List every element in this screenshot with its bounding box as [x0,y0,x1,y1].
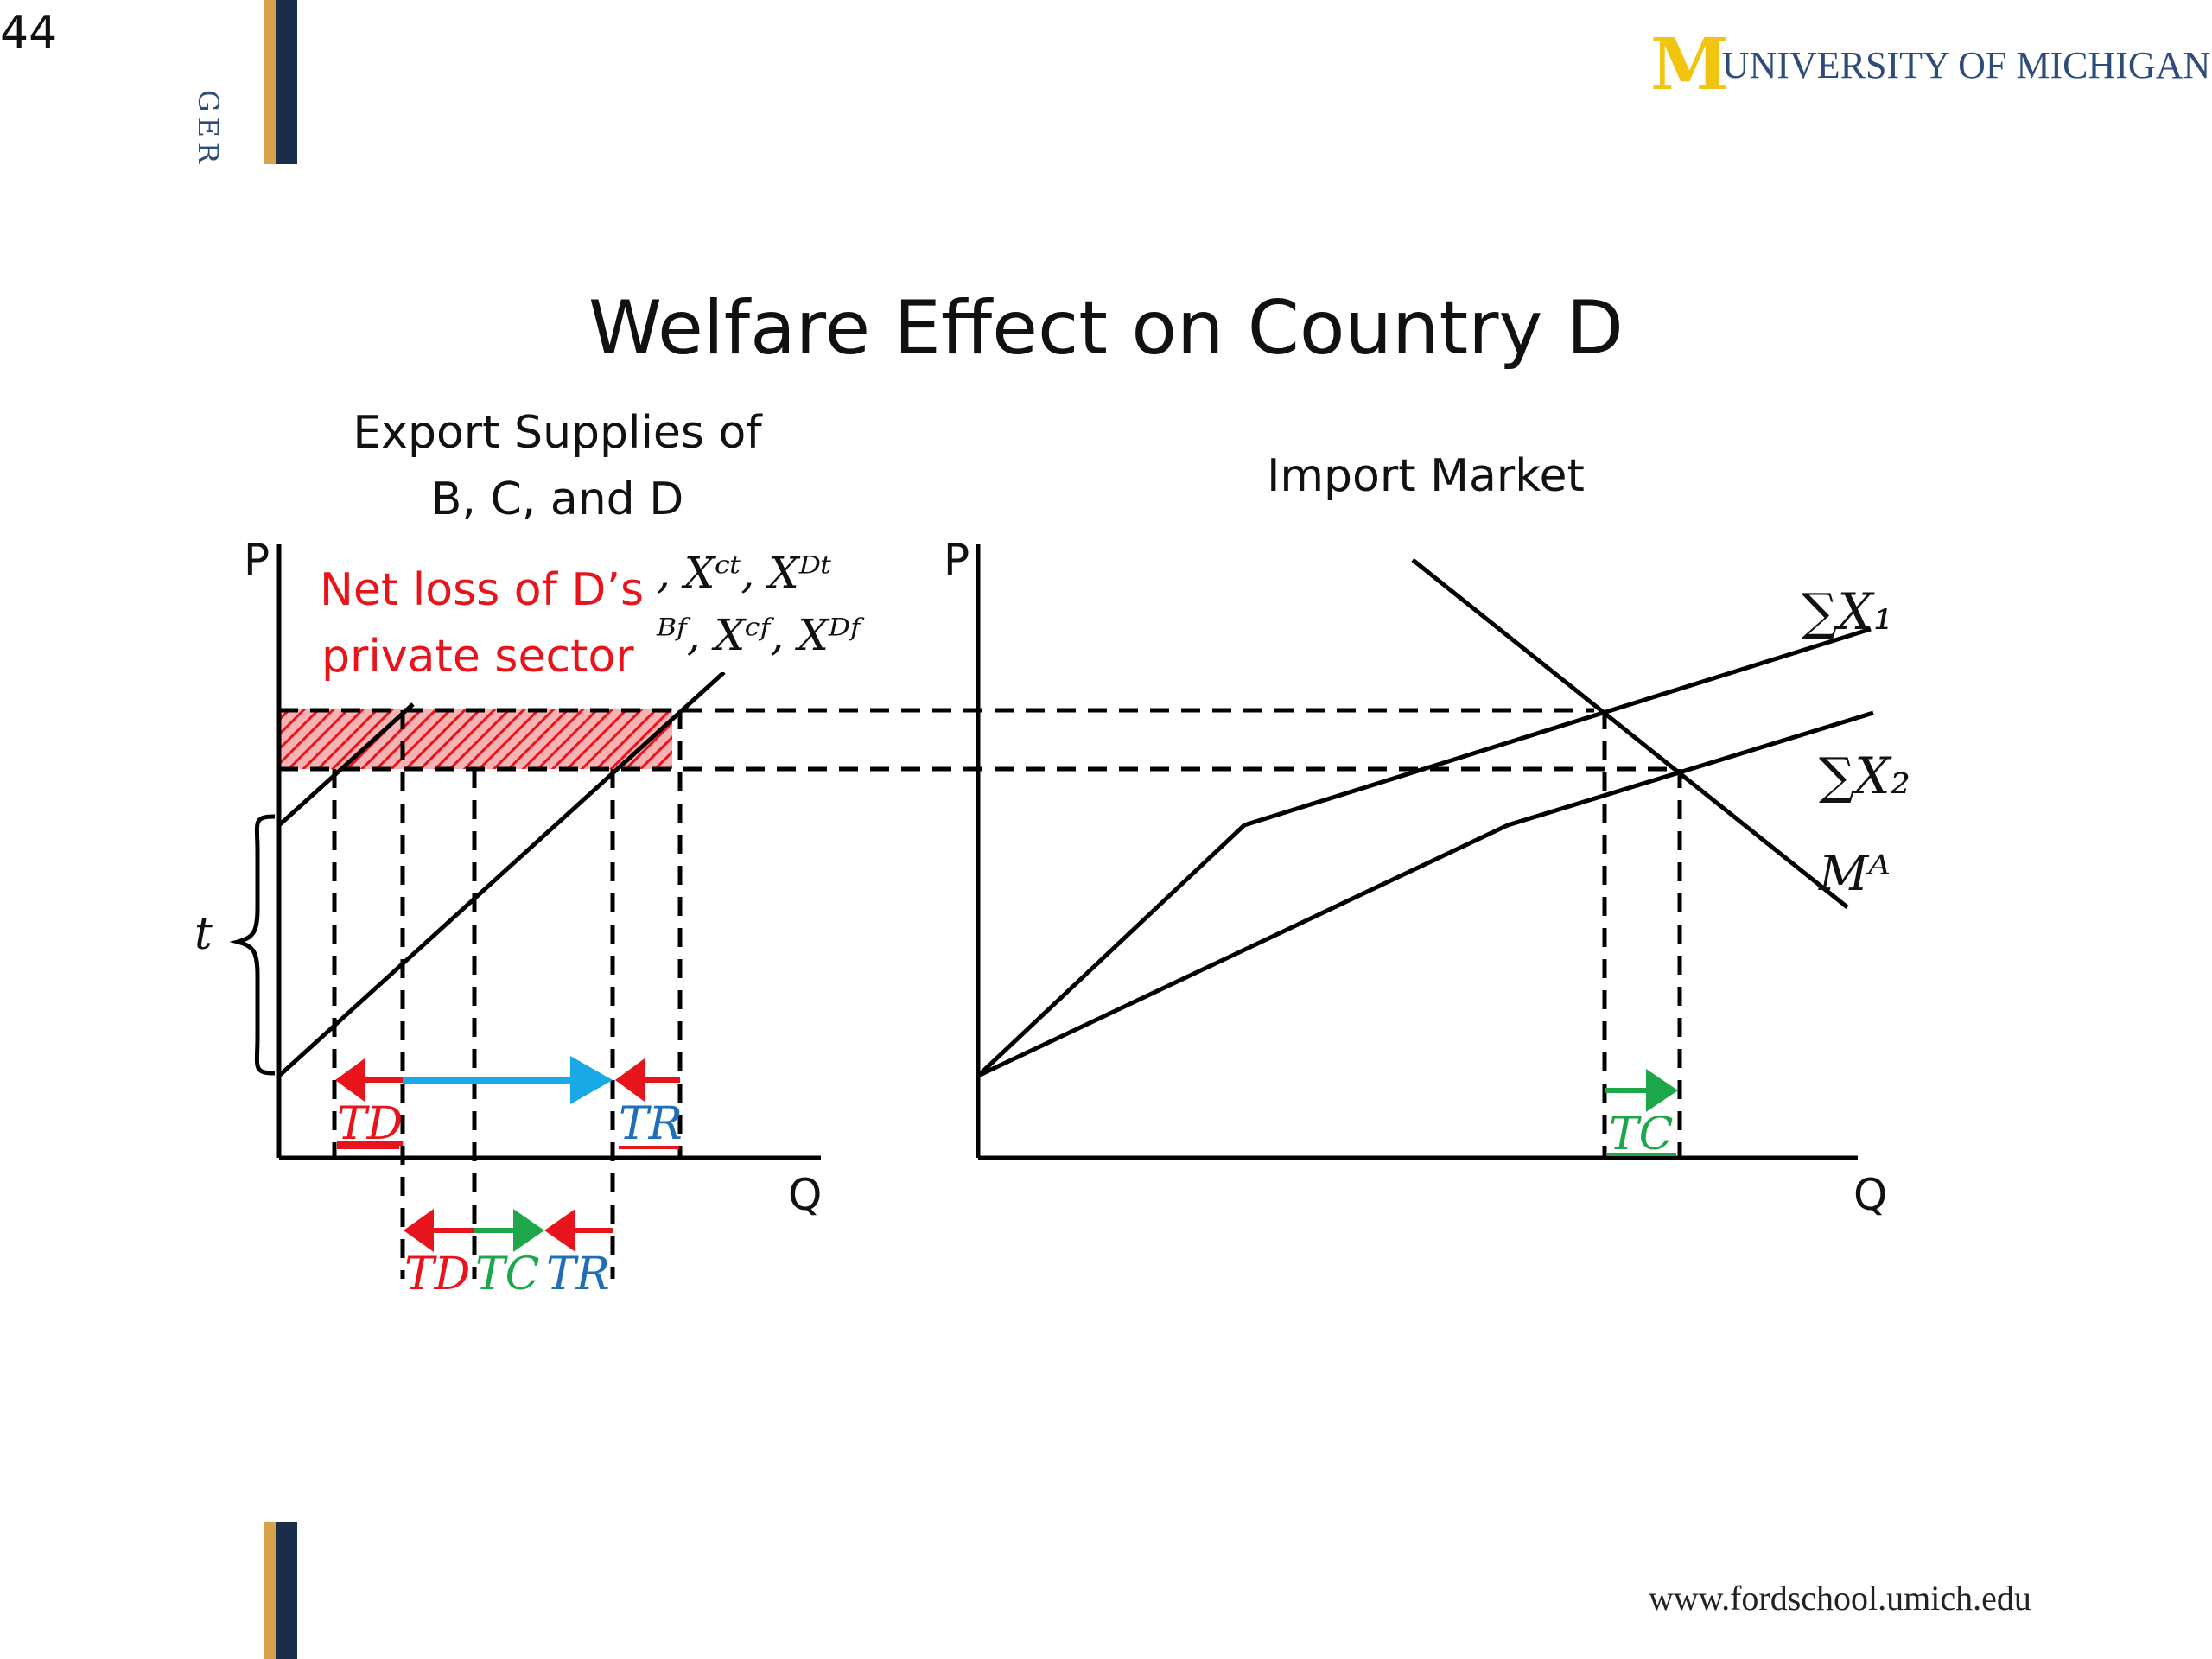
callout-line1: Net loss of D’s [320,564,644,616]
td-arrow-head-lower [404,1209,434,1252]
curve-label-bg [646,534,949,672]
right-axis-q: Q [1853,1170,1887,1220]
tc-arrow-head-lower [513,1209,544,1252]
block-m-logo: M [1650,23,1729,106]
right-axis-p: P [944,535,969,585]
sum-x2-label: ∑X₂ [1819,747,1910,805]
tr-arrow-head-lower [544,1209,575,1252]
footer-url: www.fordschool.umich.edu [1649,1579,2031,1618]
sum-x1-label: ∑X₁ [1802,582,1893,641]
tc-arrow-head-right [1646,1069,1678,1112]
side-label: GER [192,90,225,169]
left-heading-line1: Export Supplies of [353,407,763,459]
gold-bar-top [264,0,276,164]
logo-text: UNIVERSITY OF MICHIGAN [1721,43,2211,86]
right-heading: Import Market [1267,450,1585,502]
sum-x1-curve [976,626,1872,1077]
supply-curve-free-trade [277,671,726,1077]
td-arrow-head-upper [335,1058,365,1102]
td-label-upper: TD [337,1098,403,1150]
curve-label-top: , Xᶜᵗ, Xᴰᵗ [657,548,831,598]
tc-label-right: TC [1609,1109,1673,1160]
left-axis-q: Q [788,1170,822,1220]
tc-label-lower: TC [475,1249,539,1300]
slide-number: 44 [0,7,58,59]
callout-line2: private sector [321,631,634,683]
tr-arrow-head-upper [615,1058,645,1102]
tariff-brace [229,814,276,1076]
curve-label-bottom: ᴮᶠ, Xᶜᶠ, Xᴰᶠ [656,610,865,660]
td-label-lower: TD [404,1249,470,1300]
import-demand-curve [1411,558,1849,909]
navy-bar-bottom [276,1522,297,1659]
left-heading-line2: B, C, and D [431,474,684,525]
tr-label-upper: TR [619,1098,683,1150]
sum-x2-curve [976,710,1874,1078]
slide-title: Welfare Effect on Country D [588,285,1624,372]
university-logo: M UNIVERSITY OF MICHIGAN [1650,29,2211,100]
net-loss-area [279,709,672,769]
navy-bar-top [276,0,297,164]
tr-label-lower: TR [546,1249,610,1300]
blue-arrow-head [570,1056,613,1104]
left-axis-p: P [244,535,270,585]
gold-bar-bottom [264,1522,276,1659]
tariff-label: t [194,908,213,960]
import-demand-label: Mᴬ [1818,846,1891,902]
supply-curve-with-tariff [277,702,415,827]
